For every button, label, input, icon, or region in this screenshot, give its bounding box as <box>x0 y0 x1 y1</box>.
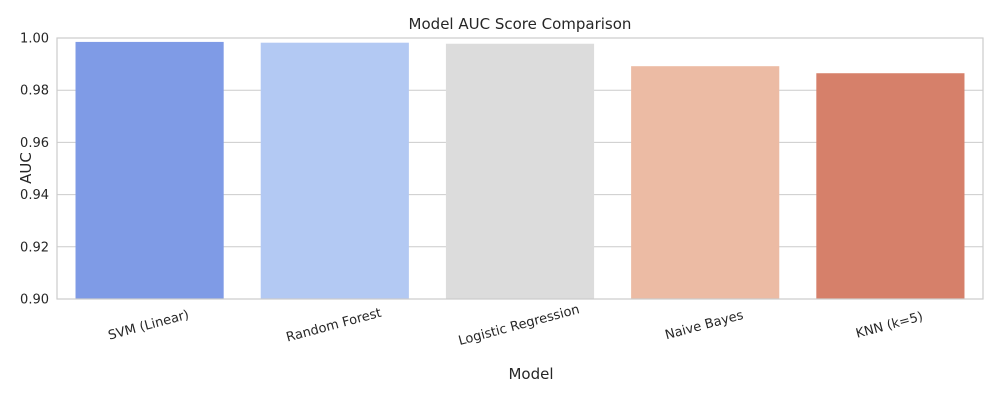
chart-title: Model AUC Score Comparison <box>409 15 632 33</box>
y-tick-label: 0.90 <box>20 293 49 308</box>
y-tick-label: 0.98 <box>20 84 49 99</box>
bar <box>445 43 595 299</box>
bar <box>260 42 409 300</box>
y-tick-label: 0.96 <box>20 136 49 151</box>
y-tick-label: 0.94 <box>20 188 49 203</box>
bars <box>75 41 965 300</box>
y-tick-label: 1.00 <box>20 32 49 47</box>
y-tick-labels: 0.90 0.92 0.94 0.96 0.98 1.00 <box>20 32 49 308</box>
plot-frame <box>56 37 984 300</box>
y-axis-label: AUC <box>17 152 35 184</box>
y-tick-label: 0.92 <box>20 240 49 255</box>
bar <box>816 73 965 299</box>
x-axis-label: Model <box>508 365 553 383</box>
bar <box>631 66 780 299</box>
bar <box>75 41 224 299</box>
